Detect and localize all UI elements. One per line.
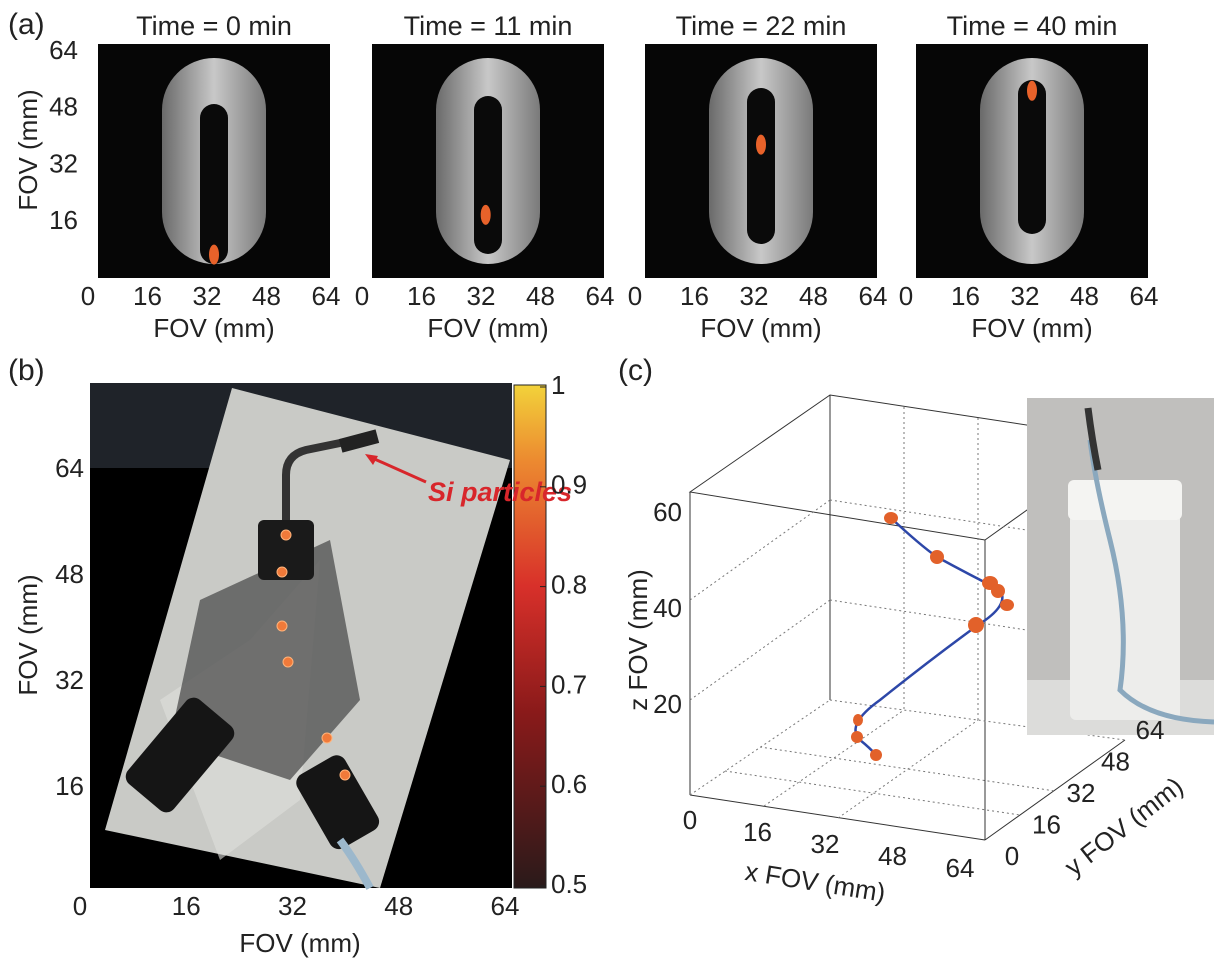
colorbar-tick-label: 1 <box>551 370 565 400</box>
x-tick-label: 32 <box>193 281 222 311</box>
x-tick-label: 32 <box>740 281 769 311</box>
colorbar-tick-label: 0.6 <box>551 769 587 799</box>
slit <box>474 96 502 254</box>
x-tick-label: 48 <box>1070 281 1099 311</box>
x-tick-label: 48 <box>799 281 828 311</box>
x-tick-label: 16 <box>743 817 772 847</box>
z-axis-label: z FOV (mm) <box>623 569 653 711</box>
x-tick-label: 0 <box>81 281 95 311</box>
particle <box>209 244 219 265</box>
x-tick-label: 48 <box>252 281 281 311</box>
y-tick-label: 32 <box>49 148 78 178</box>
x-tick-label: 16 <box>680 281 709 311</box>
z-tick-label: 20 <box>653 689 682 719</box>
ticks: 0 16 32 48 64 16 32 48 64 0.5 0.6 0.7 0.8 0.9 1 <box>55 370 587 921</box>
x-tick-label: 0 <box>628 281 642 311</box>
y-tick-label: 48 <box>49 92 78 122</box>
x-tick-label: 32 <box>1011 281 1040 311</box>
y-tick-label: 64 <box>49 35 78 65</box>
x-tick-label: 48 <box>384 891 413 921</box>
x-tick-label: 64 <box>859 281 888 311</box>
frame: Time = 40 min FOV (mm) 0 16 32 48 64 <box>899 11 1159 343</box>
y-axis-label: FOV (mm) <box>13 89 43 210</box>
panel-label: (a) <box>8 8 45 41</box>
x-tick-label: 16 <box>951 281 980 311</box>
frame: Time = 22 min FOV (mm) 0 16 32 48 64 <box>628 11 888 343</box>
x-tick-label: 48 <box>878 841 907 871</box>
particle <box>1027 80 1037 101</box>
frame-title: Time = 22 min <box>676 11 847 41</box>
z-tick-label: 60 <box>653 497 682 527</box>
x-axis-label: FOV (mm) <box>427 313 548 343</box>
x-tick-label: 64 <box>491 891 520 921</box>
x-tick-label: 16 <box>133 281 162 311</box>
panel-label: (b) <box>8 354 45 387</box>
y-tick-label: 48 <box>1101 746 1130 776</box>
x-axis-label: FOV (mm) <box>239 928 360 958</box>
slit <box>747 88 775 244</box>
x-tick-label: 64 <box>312 281 341 311</box>
colorbar-tick-label: 0.5 <box>551 869 587 899</box>
particle <box>756 134 766 155</box>
x-tick-label: 16 <box>407 281 436 311</box>
colorbar-tick-label: 0.7 <box>551 669 587 699</box>
x-tick-label: 48 <box>526 281 555 311</box>
colorbar-tick-label: 0.9 <box>551 470 587 500</box>
z-tick-label: 40 <box>653 593 682 623</box>
x-tick-label: 64 <box>1130 281 1159 311</box>
x-axis-label: FOV (mm) <box>971 313 1092 343</box>
frame: Time = 0 min FOV (mm) 0 16 32 48 64 <box>81 11 341 343</box>
y-tick-label: 16 <box>55 771 84 801</box>
y-tick-label: 64 <box>1136 715 1165 745</box>
slit <box>200 104 228 264</box>
plot3d-panel-c <box>688 394 1214 841</box>
y-tick-label: 64 <box>55 453 84 483</box>
frame: Time = 11 min FOV (mm) 0 16 32 48 64 <box>355 11 615 343</box>
frame-title: Time = 11 min <box>404 11 573 41</box>
y-axis-label: FOV (mm) <box>13 574 43 695</box>
colorbar-tick-label: 0.8 <box>551 569 587 599</box>
y-tick-label: 16 <box>1032 809 1061 839</box>
frame-title: Time = 40 min <box>947 11 1118 41</box>
frame-title: Time = 0 min <box>136 11 292 41</box>
x-tick-label: 0 <box>355 281 369 311</box>
panel-label: (c) <box>618 354 653 387</box>
annotation: Si particles <box>428 477 572 507</box>
x-tick-label: 0 <box>73 891 87 921</box>
particle <box>480 204 491 225</box>
x-axis-label: x FOV (mm) <box>743 856 887 908</box>
slit <box>1018 80 1046 234</box>
x-tick-label: 0 <box>899 281 913 311</box>
y-tick-label: 32 <box>1067 778 1096 808</box>
y-tick-label: 32 <box>55 665 84 695</box>
x-tick-label: 32 <box>467 281 496 311</box>
photo-panel-b <box>90 383 547 890</box>
x-tick-label: 0 <box>683 805 697 835</box>
y-tick-label: 0 <box>1005 841 1019 871</box>
x-tick-label: 32 <box>811 829 840 859</box>
y-tick-label: 48 <box>55 559 84 589</box>
x-tick-label: 16 <box>172 891 201 921</box>
x-tick-label: 64 <box>946 853 975 883</box>
x-axis-label: FOV (mm) <box>700 313 821 343</box>
x-tick-label: 64 <box>586 281 615 311</box>
y-tick-label: 16 <box>49 205 78 235</box>
x-tick-label: 32 <box>278 891 307 921</box>
x-axis-label: FOV (mm) <box>153 313 274 343</box>
